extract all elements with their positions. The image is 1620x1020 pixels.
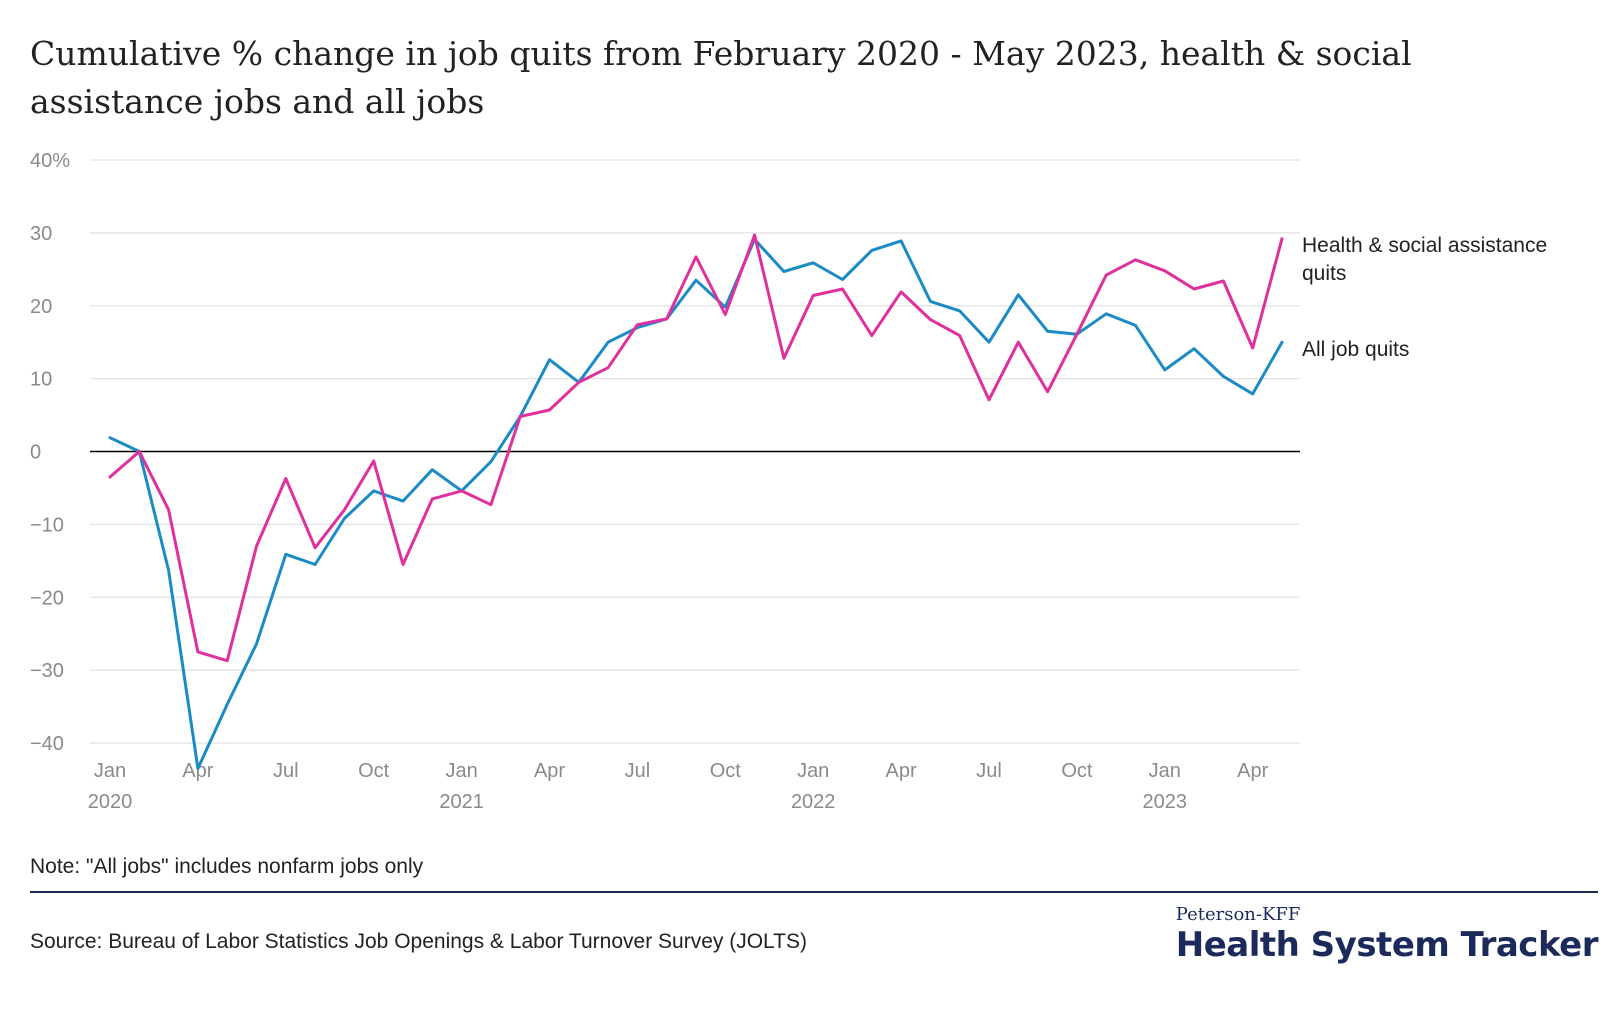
chart-source: Source: Bureau of Labor Statistics Job O… [30,930,807,953]
x-tick-label: Jul [976,760,1002,782]
chart-note: Note: "All jobs" includes nonfarm jobs o… [30,855,424,878]
series-label-health-social-assistance: quits [1302,262,1346,285]
y-tick-label: −10 [30,514,64,536]
y-tick-label: 0 [30,442,41,464]
x-axis-ticks: Jan 2020 Apr Jul Oct Jan 2021 Apr Jul Oct Jan 2022 A… [88,760,1269,813]
x-tick-label: Oct [1061,760,1093,782]
brand-logo: Peterson-KFF Health System Tracker [1175,904,1599,966]
chart-title: Cumulative % change in job quits from Fe… [30,34,1412,121]
x-tick-label: Jan [445,760,477,782]
series-label-all-jobs: All job quits [1302,338,1409,361]
x-tick-label: Jan [94,760,126,782]
x-tick-label: Jan [1149,760,1181,782]
x-tick-year-label: 2021 [439,791,484,813]
x-tick-year-label: 2023 [1143,791,1188,813]
x-tick-label: Apr [1237,760,1268,782]
series-line-all-jobs [108,237,1284,770]
y-tick-label: 20 [30,296,52,318]
y-tick-label: 30 [30,223,52,245]
series-labels: Health & social assistance quits All job q… [1302,234,1547,361]
series-line-health-social-assistance [108,233,1284,663]
footer-divider [30,891,1598,893]
y-tick-label: −20 [30,587,64,609]
y-tick-label: 10 [30,369,52,391]
grid-lines [90,159,1300,744]
x-tick-label: Apr [534,760,565,782]
y-axis-ticks: 40% 30 20 10 0 −10 −20 −30 −40 [30,150,70,755]
x-tick-label: Jul [273,760,299,782]
x-tick-year-label: 2022 [791,791,836,813]
x-tick-label: Oct [358,760,390,782]
series-lines [108,233,1284,770]
y-tick-label: 40% [30,150,70,172]
x-tick-label: Apr [182,760,213,782]
x-tick-label: Jan [797,760,829,782]
x-tick-label: Apr [886,760,917,782]
brand-top-text: Peterson-KFF [1175,904,1301,925]
brand-main-text: Health System Tracker [1175,925,1599,965]
x-tick-label: Jul [625,760,651,782]
y-tick-label: −30 [30,660,64,682]
y-tick-label: −40 [30,733,64,755]
series-label-health-social-assistance: Health & social assistance [1302,234,1547,257]
x-tick-label: Oct [710,760,742,782]
x-tick-year-label: 2020 [88,791,133,813]
